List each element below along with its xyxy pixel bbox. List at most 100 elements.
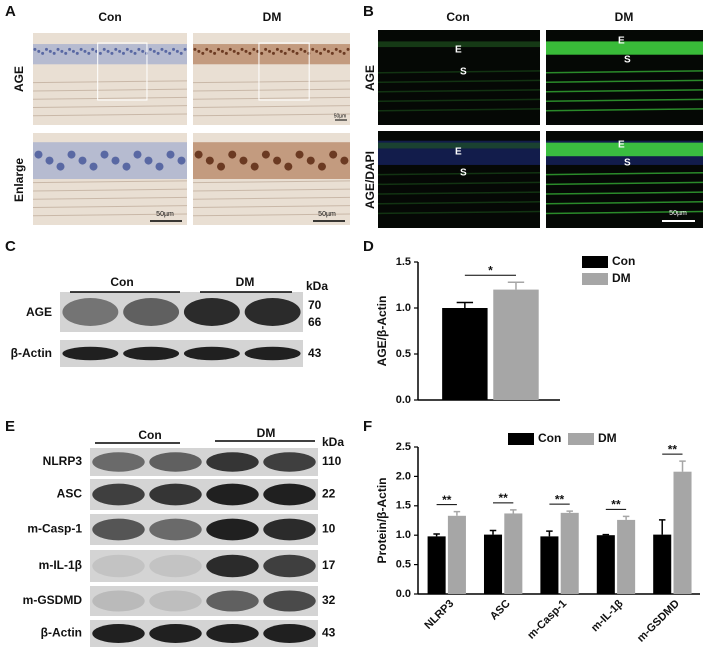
nucleus [125,47,129,51]
nucleus [273,156,282,165]
stroma-fiber [192,113,351,117]
nucleus [45,156,54,165]
fiber [545,108,704,112]
bar [504,513,523,594]
nucleus [228,150,237,159]
band [206,624,259,643]
nucleus [271,51,275,55]
group-label: Con [138,428,161,442]
fiber [545,201,704,205]
nucleus [239,156,248,165]
panel-label: E [5,418,15,435]
age-band [546,41,703,55]
epithelium [33,44,187,65]
panel-label: F [363,418,372,435]
row-label: Enlarge [12,158,26,202]
nucleus [83,49,87,53]
y-axis-label: Protein/β-Actin [375,478,389,564]
nucleus [102,47,106,51]
nucleus [133,51,137,55]
fiber [545,79,704,83]
nucleus [110,51,114,55]
nucleus [193,47,197,51]
blot-rows: NLRP3 110 ASC 22 m-Casp-1 10 m-IL-1β 17 m-GSDMD 3… [23,454,342,640]
nucleus [129,49,133,53]
nucleus [217,162,226,171]
nucleus [37,49,41,53]
bar [483,534,503,594]
group-label: DM [236,275,255,289]
nucleus [64,51,68,55]
legend-swatch [508,433,534,445]
nucleus [264,47,268,51]
band [149,452,202,472]
kda-label: 43 [322,626,336,640]
stroma-fiber [32,96,188,100]
band [206,518,259,541]
nucleus [111,156,120,165]
band [149,590,202,612]
nucleus [183,47,187,51]
band [206,452,259,472]
band [92,624,145,643]
nucleus [315,49,319,53]
nucleus [268,49,272,53]
nucleus [317,162,326,171]
band [263,624,316,643]
bar [427,536,446,594]
fiber [377,98,541,102]
fiber [377,89,541,93]
nucleus [205,47,209,51]
region-label: S [624,55,631,66]
nucleus [201,51,205,55]
nucleus [118,49,122,53]
stroma-fiber [32,188,188,192]
region-label: S [460,67,467,78]
nucleus [56,162,65,171]
row-label: AGE [363,65,377,91]
stroma-fiber [32,88,188,92]
region-label: S [460,168,467,179]
kda-label: 22 [322,487,336,501]
stroma-fiber [192,105,351,109]
band [263,518,316,541]
band [149,518,202,541]
nucleus [87,51,91,55]
group-label: Con [110,275,133,289]
age-band [378,142,540,149]
nucleus [68,47,72,51]
band [206,590,259,612]
stroma-fiber [192,196,351,200]
nucleus [205,156,214,165]
nucleus [228,47,232,51]
nucleus [98,51,102,55]
nucleus [220,49,224,53]
legend-swatch [582,256,608,268]
stroma-fiber [32,213,188,217]
nucleus [168,51,172,55]
nucleus [330,51,334,55]
y-axis-label: AGE/β-Actin [375,296,389,367]
nucleus [326,49,330,53]
stroma-fiber [192,80,351,84]
error-bar [679,460,686,472]
band [263,483,316,506]
nucleus [311,47,315,51]
nucleus [295,51,299,55]
nucleus [299,47,303,51]
nucleus [287,47,291,51]
kda-label: 66 [308,315,322,329]
nucleus [250,162,259,171]
legend-label: Con [612,254,635,268]
stroma-fiber [32,205,188,209]
zoom-box [97,42,148,101]
kda-label: 43 [308,346,322,360]
band [149,483,202,506]
nucleus [114,47,118,51]
bar [617,519,636,594]
error-bar [622,515,630,520]
region-label: E [455,45,462,56]
nucleus [160,47,164,51]
nucleus [91,47,95,51]
column-label: Con [446,10,469,24]
